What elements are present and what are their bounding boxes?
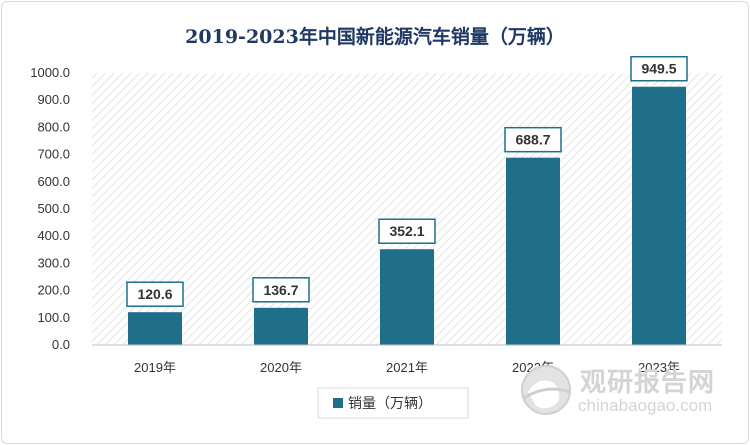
x-tick-label: 2020年 xyxy=(260,360,302,375)
watermark-url: chinabaogao.com xyxy=(578,396,713,415)
chart-title: 2019-2023年中国新能源汽车销量（万辆） xyxy=(185,26,565,48)
data-label: 136.7 xyxy=(263,282,298,298)
data-label: 120.6 xyxy=(137,286,172,302)
bar xyxy=(254,307,308,345)
data-label-box xyxy=(504,126,562,153)
bar xyxy=(632,86,686,346)
data-label: 688.7 xyxy=(515,132,550,148)
y-tick-label: 600.0 xyxy=(37,174,70,189)
y-tick-label: 1000.0 xyxy=(30,65,70,80)
y-tick-label: 0.0 xyxy=(52,337,70,352)
data-label-box xyxy=(378,218,436,244)
y-tick-label: 800.0 xyxy=(37,119,70,134)
data-label: 352.1 xyxy=(389,223,424,239)
y-tick-label: 500.0 xyxy=(37,201,70,216)
bar xyxy=(506,157,560,345)
y-tick-label: 400.0 xyxy=(37,228,70,243)
bar xyxy=(380,249,434,345)
legend-label: 销量（万辆） xyxy=(348,396,432,412)
data-label-box xyxy=(126,281,184,307)
x-tick-label: 2023年 xyxy=(638,360,680,375)
x-tick-label: 2021年 xyxy=(386,360,428,375)
watermark-text: 观研报告网 xyxy=(580,368,716,398)
y-tick-label: 100.0 xyxy=(37,310,70,325)
globe-logo-icon xyxy=(521,365,571,415)
y-tick-label: 700.0 xyxy=(37,147,70,162)
data-label-box xyxy=(630,55,688,82)
y-tick-label: 900.0 xyxy=(37,92,70,107)
y-tick-label: 300.0 xyxy=(37,255,70,270)
bar xyxy=(128,312,182,345)
legend-swatch xyxy=(333,398,343,408)
watermark: 观研报告网 chinabaogao.com xyxy=(518,358,743,420)
y-tick-label: 200.0 xyxy=(37,283,70,298)
x-tick-label: 2019年 xyxy=(134,360,176,375)
data-label: 949.5 xyxy=(641,61,676,77)
data-label-box xyxy=(252,277,310,303)
